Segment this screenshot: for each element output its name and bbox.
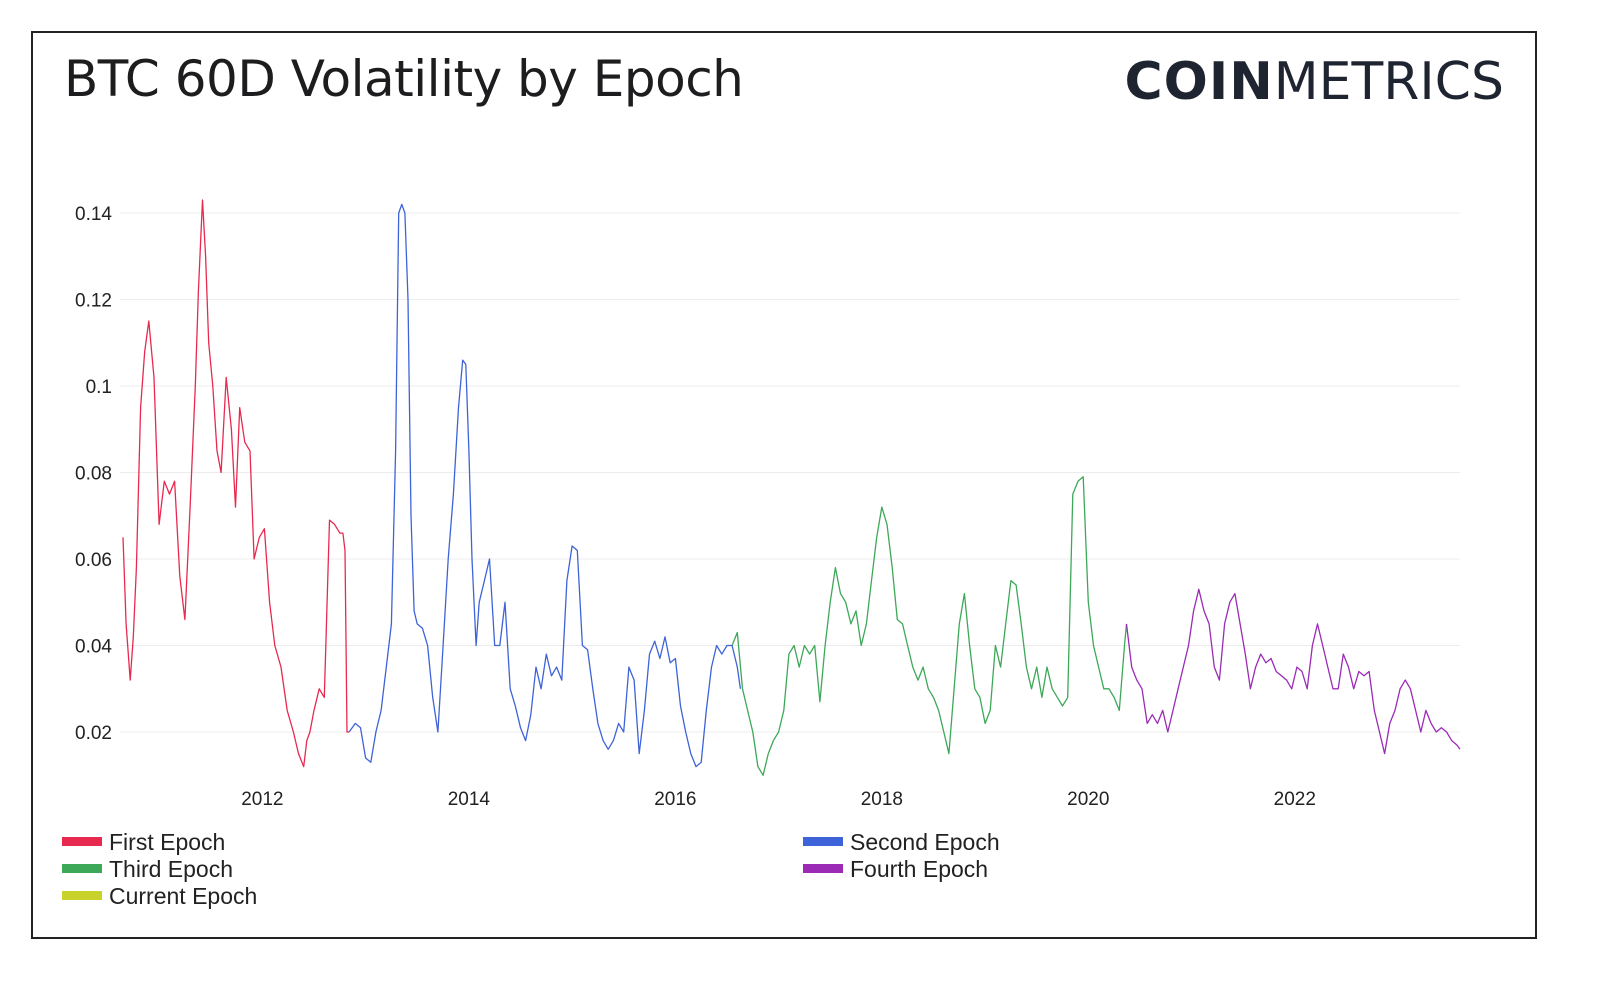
x-tick-label: 2022: [1274, 789, 1316, 810]
y-tick-label: 0.12: [75, 291, 112, 312]
legend-swatch: [62, 837, 102, 846]
series-line-third-epoch: [731, 476, 1128, 776]
y-tick-label: 0.04: [75, 637, 112, 658]
chart-title: BTC 60D Volatility by Epoch: [64, 50, 744, 108]
legend-item-current-epoch: Current Epoch: [62, 883, 322, 911]
y-tick-label: 0.14: [75, 204, 112, 225]
legend-item-fourth-epoch: Fourth Epoch: [803, 856, 1063, 884]
legend-swatch: [62, 864, 102, 873]
legend-label: Second Epoch: [850, 829, 1000, 855]
legend-label: First Epoch: [109, 829, 226, 855]
series-line-second-epoch: [348, 203, 742, 768]
y-tick-label: 0.1: [86, 377, 112, 398]
logo-bold-text: COIN: [1124, 52, 1274, 112]
series-line-first-epoch: [122, 199, 350, 768]
y-tick-label: 0.06: [75, 550, 112, 571]
legend-label: Current Epoch: [109, 883, 258, 909]
logo-light-text: METRICS: [1273, 52, 1504, 112]
legend-item-first-epoch: First Epoch: [62, 829, 322, 857]
y-tick-label: 0.02: [75, 723, 112, 744]
legend-item-third-epoch: Third Epoch: [62, 856, 322, 884]
x-tick-label: 2012: [241, 789, 283, 810]
coinmetrics-logo: COINMETRICS: [1124, 52, 1504, 112]
x-tick-label: 2014: [448, 789, 491, 810]
x-tick-label: 2016: [654, 789, 696, 810]
legend-swatch: [803, 837, 843, 846]
legend-label: Third Epoch: [109, 856, 234, 882]
legend-label: Fourth Epoch: [850, 856, 989, 882]
legend-swatch: [62, 891, 102, 900]
legend-item-second-epoch: Second Epoch: [803, 829, 1063, 857]
x-tick-label: 2020: [1067, 789, 1109, 810]
y-tick-label: 0.08: [75, 464, 112, 485]
legend-swatch: [803, 864, 843, 873]
chart-frame: [31, 31, 1537, 939]
x-tick-label: 2018: [861, 789, 903, 810]
series-line-fourth-epoch: [1125, 588, 1461, 755]
